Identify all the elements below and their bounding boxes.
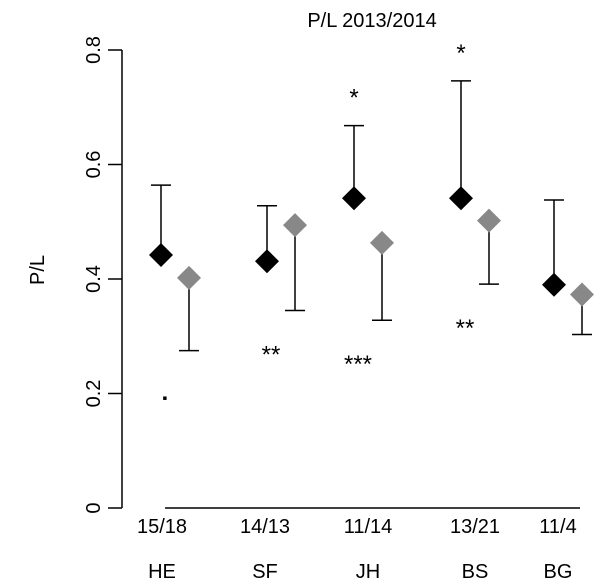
data-point-2013	[149, 242, 173, 267]
y-tick-label: 0	[83, 502, 105, 513]
category-label: HE	[148, 561, 176, 583]
sample-size-label: 14/13	[240, 516, 290, 538]
y-axis-label: P/L	[27, 255, 49, 285]
y-tick-label: 0.4	[83, 265, 105, 293]
significance-mark-2013: *	[456, 40, 465, 67]
category-label: BS	[462, 561, 489, 583]
sample-size-label: 15/18	[137, 516, 187, 538]
data-point-2013	[449, 186, 473, 211]
chart-title: P/L 2013/2014	[307, 10, 436, 32]
data-point-2014	[570, 282, 594, 307]
y-tick-label: 0.8	[83, 36, 105, 64]
y-tick-label: 0.6	[83, 151, 105, 179]
data-point-2014	[177, 265, 201, 290]
category-label: JH	[356, 561, 380, 583]
error-bars	[151, 80, 592, 352]
y-tick-label: 0.2	[83, 380, 105, 408]
data-point-2013	[255, 249, 279, 274]
data-point-2014	[370, 230, 394, 255]
significance-mark-2014: ***	[344, 351, 372, 378]
data-point-2014	[477, 208, 501, 233]
significance-mark-2014: ▪	[163, 390, 168, 406]
category-label: SF	[252, 561, 278, 583]
data-point-2014	[283, 213, 307, 238]
sample-size-label: 11/4	[539, 516, 576, 538]
x-axis-labels: 15/18 HE 14/13 SF 11/14 JH 13/21 BS 11/4 BG	[137, 516, 577, 583]
sample-size-label: 13/21	[450, 516, 500, 538]
data-point-2013	[342, 186, 366, 211]
data-point-2013	[542, 272, 566, 297]
sample-size-label: 11/14	[344, 516, 393, 538]
significance-mark-2014: **	[456, 315, 475, 342]
data-markers	[149, 186, 594, 307]
significance-mark-2014: **	[262, 341, 281, 368]
significance-annotations: ▪*********	[163, 40, 475, 406]
y-axis-ticks: 0 0.2 0.4 0.6 0.8	[83, 36, 122, 514]
category-label: BG	[544, 561, 573, 583]
significance-mark-2013: *	[349, 85, 358, 112]
